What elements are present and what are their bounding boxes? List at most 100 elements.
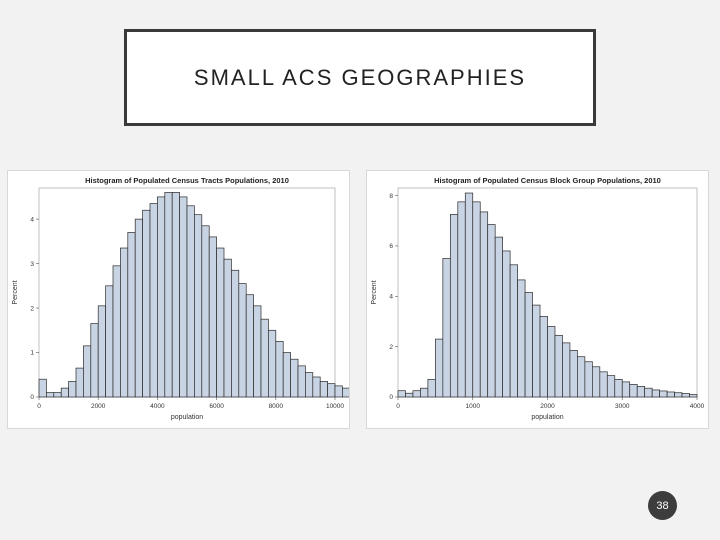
histogram-bar <box>245 294 254 398</box>
y-tick-label: 0 <box>389 394 393 401</box>
histogram-bar <box>621 381 631 398</box>
histogram-bar <box>592 366 601 398</box>
histogram-bar <box>194 214 203 398</box>
histogram-bar <box>524 292 533 398</box>
histogram-bar <box>599 371 608 398</box>
histogram-bar <box>412 390 421 398</box>
histogram-bar <box>509 264 518 398</box>
histogram-bar <box>260 318 269 398</box>
histogram-bar <box>53 392 62 398</box>
histogram-bar <box>405 392 414 398</box>
histogram-bar <box>464 192 474 398</box>
histogram-bar <box>547 326 556 398</box>
histogram-bar <box>539 316 548 398</box>
y-tick-label: 2 <box>30 305 34 312</box>
histogram-bar <box>90 323 99 398</box>
histogram-bar <box>60 387 69 398</box>
histogram-bar <box>681 393 690 398</box>
x-tick-label: 3000 <box>615 403 630 410</box>
histogram-bar <box>449 214 459 398</box>
histogram-bar <box>674 392 683 398</box>
y-tick-label: 6 <box>389 243 393 250</box>
x-tick-label: 1000 <box>466 403 481 410</box>
histogram-bar <box>457 201 466 398</box>
histogram-bar <box>68 381 77 398</box>
histogram-bar <box>659 390 668 398</box>
histogram-bar <box>479 211 489 398</box>
x-axis-label: population <box>531 414 563 421</box>
block-group-histogram-panel: Histogram of Populated Census Block Grou… <box>366 170 709 429</box>
histogram-bar <box>342 387 349 398</box>
histogram-bar <box>75 367 84 398</box>
histogram-bar <box>327 383 336 398</box>
histogram-bar <box>282 352 291 398</box>
page-number-badge: 38 <box>648 491 677 520</box>
histogram-bar <box>186 205 195 398</box>
y-axis-label: Percent <box>371 280 378 304</box>
histogram-bar <box>231 269 240 398</box>
histogram-bar <box>487 224 496 398</box>
histogram-bar <box>517 279 526 398</box>
histogram-bar <box>420 387 429 398</box>
y-tick-label: 3 <box>30 261 34 268</box>
histogram-bar <box>216 247 225 398</box>
histogram-bar <box>644 387 653 398</box>
histogram-bar <box>397 390 406 398</box>
tracts-histogram-panel: Histogram of Populated Census Tracts Pop… <box>7 170 350 429</box>
histogram-bar <box>472 201 481 398</box>
histogram-bar <box>38 378 47 398</box>
y-tick-label: 0 <box>30 394 34 401</box>
histogram-bar <box>554 334 563 398</box>
histogram-bar <box>532 304 541 398</box>
histogram-bar <box>157 196 166 398</box>
tracts-histogram-chart: Histogram of Populated Census Tracts Pop… <box>12 176 349 421</box>
histogram-bar <box>268 329 277 398</box>
histogram-bar <box>502 250 511 398</box>
histogram-bar <box>275 341 284 398</box>
x-tick-label: 2000 <box>91 403 106 410</box>
histogram-bar <box>179 196 188 398</box>
histogram-bar <box>223 258 232 398</box>
histogram-bar <box>46 392 55 398</box>
histogram-bar <box>651 389 660 398</box>
histogram-bar <box>105 285 114 398</box>
histogram-bar <box>636 386 646 398</box>
histogram-bar <box>120 247 129 398</box>
page-number: 38 <box>656 499 669 512</box>
histogram-bar <box>290 358 299 398</box>
histogram-bar <box>97 305 106 398</box>
histogram-bar <box>435 338 444 398</box>
x-tick-label: 4000 <box>150 403 165 410</box>
y-tick-label: 8 <box>389 193 393 200</box>
histogram-bar <box>666 391 675 398</box>
x-tick-label: 0 <box>396 403 400 410</box>
y-axis-label: Percent <box>12 280 19 304</box>
histogram-bar <box>427 379 436 398</box>
histogram-bar <box>312 376 321 398</box>
histogram-bar <box>149 203 158 398</box>
x-tick-label: 10000 <box>326 403 344 410</box>
y-tick-label: 1 <box>30 350 34 357</box>
histogram-bar <box>112 265 121 398</box>
x-tick-label: 6000 <box>209 403 224 410</box>
histogram-bar <box>494 236 504 398</box>
histogram-bar <box>83 345 92 398</box>
histogram-bar <box>134 218 143 398</box>
histogram-bar <box>201 225 210 398</box>
histogram-bar <box>253 305 262 398</box>
x-axis-label: population <box>171 414 203 421</box>
x-tick-label: 0 <box>37 403 41 410</box>
y-tick-label: 4 <box>389 293 393 300</box>
chart-title: Histogram of Populated Census Block Grou… <box>434 176 661 185</box>
histogram-bar <box>319 381 328 398</box>
histogram-bar <box>305 372 314 398</box>
histogram-bar <box>629 384 638 398</box>
histogram-bar <box>171 192 180 398</box>
block-group-histogram-chart: Histogram of Populated Census Block Grou… <box>371 176 705 421</box>
histogram-bar <box>334 385 343 398</box>
histogram-bar <box>297 365 306 398</box>
histogram-bar <box>569 350 578 398</box>
histogram-bar <box>142 209 151 398</box>
histogram-bar <box>238 283 247 398</box>
slide-title: SMALL ACS GEOGRAPHIES <box>193 64 527 90</box>
